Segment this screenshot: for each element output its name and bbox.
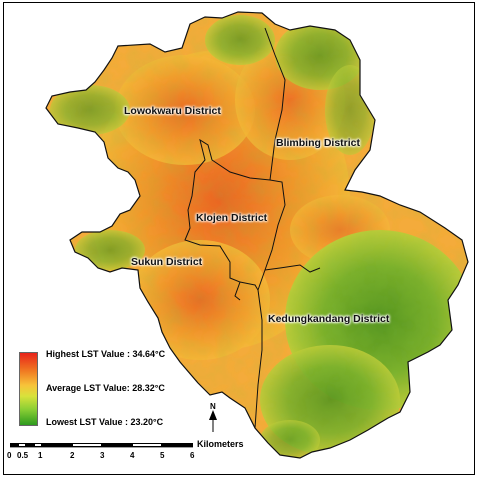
scale-unit-label: Kilometers [197, 439, 244, 449]
scale-tick: 0.5 [17, 451, 29, 460]
scale-tick: 4 [130, 451, 135, 460]
scale-tick: 2 [70, 451, 75, 460]
district-label-klojen: Klojen District [196, 212, 268, 224]
scale-tick: 3 [100, 451, 105, 460]
north-label: N [210, 402, 216, 411]
scale-tick: 1 [38, 451, 43, 460]
legend-lowest: Lowest LST Value : 23.20°C [46, 417, 164, 427]
scale-tick: 5 [160, 451, 165, 460]
district-label-lowokwaru: Lowokwaru District [124, 105, 221, 117]
district-label-blimbing: Blimbing District [276, 137, 361, 149]
district-boundary [184, 138, 271, 301]
north-arrow-icon [209, 410, 217, 432]
district-label-kedungkandang: Kedungkandang District [268, 313, 390, 325]
district-boundary [264, 264, 321, 273]
legend-color-ramp [19, 352, 38, 426]
scale-tick: 0 [7, 451, 12, 460]
district-label-sukun: Sukun District [131, 256, 203, 268]
legend-average: Average LST Value: 28.32°C [46, 383, 165, 393]
legend-highest: Highest LST Value : 34.64°C [46, 349, 166, 359]
scale-tick: 6 [190, 451, 195, 460]
district-boundary [264, 27, 286, 181]
district-boundary [239, 281, 259, 291]
